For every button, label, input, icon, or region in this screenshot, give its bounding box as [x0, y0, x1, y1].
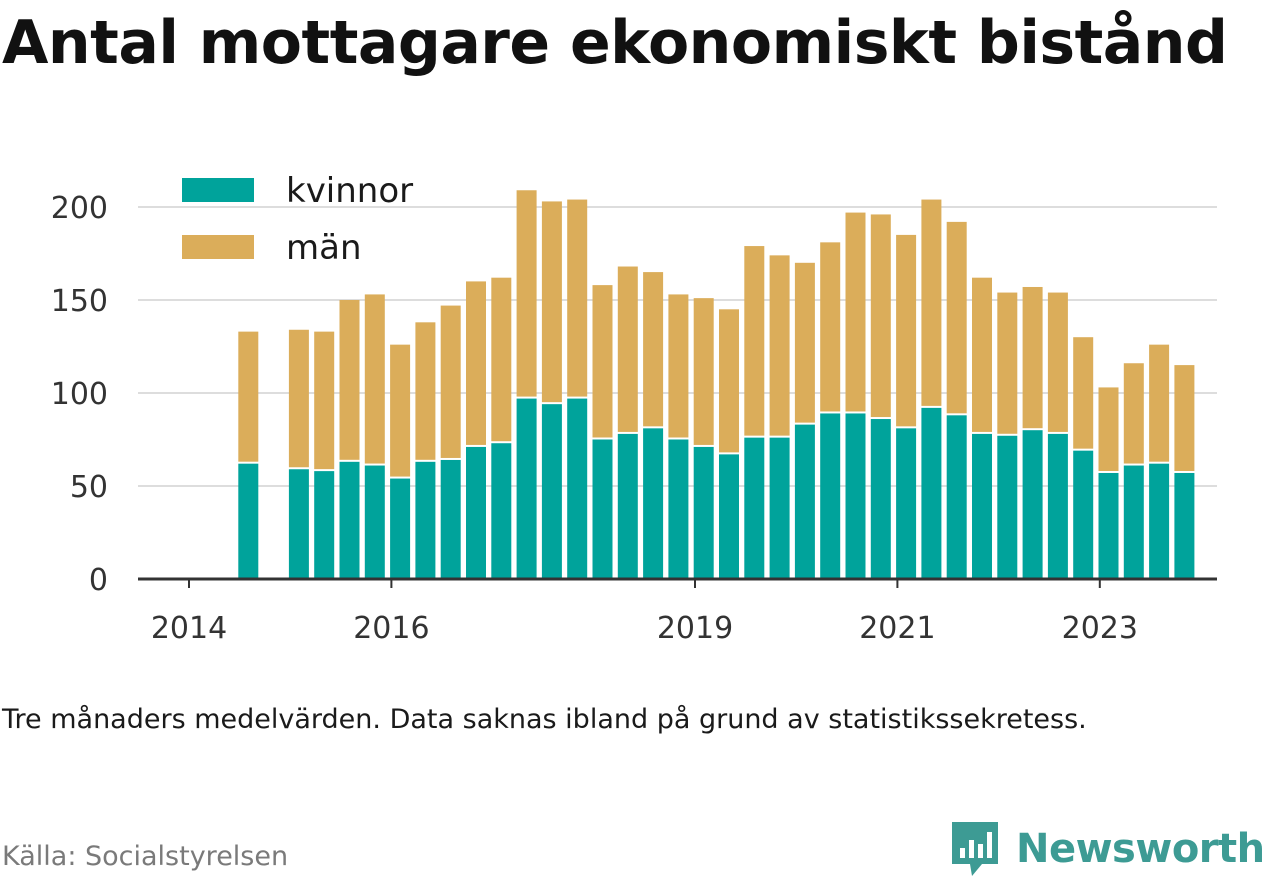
legend: kvinnor män	[182, 171, 413, 268]
bar-kvinnor	[1123, 465, 1144, 579]
bar-kvinnor	[820, 413, 841, 579]
y-tick-label: 200	[51, 191, 108, 226]
x-tick-label: 2014	[151, 611, 227, 646]
bar-kvinnor	[567, 398, 588, 579]
bar-man	[744, 246, 765, 436]
stacked-bar-chart: 0 50 100 150 200 2014 2016 2019 2021 2023 kvinnor…	[51, 171, 1217, 646]
bar-man	[668, 294, 689, 438]
bar-kvinnor	[693, 446, 714, 579]
bar-kvinnor	[592, 439, 613, 579]
source-text: Källa: Socialstyrelsen	[2, 841, 289, 872]
bar-man	[1123, 363, 1144, 464]
bar-man	[1149, 344, 1170, 462]
bar-man	[1098, 387, 1119, 471]
bar-kvinnor	[516, 398, 537, 579]
bar-kvinnor	[1047, 433, 1068, 579]
y-tick-label: 0	[89, 563, 108, 598]
bar-kvinnor	[491, 443, 512, 579]
bar-man	[516, 190, 537, 397]
bar-kvinnor	[364, 465, 385, 579]
bar-man	[415, 322, 436, 460]
brand-logo: Newsworthy	[950, 818, 1262, 880]
bar-man	[390, 344, 411, 477]
bar-kvinnor	[617, 433, 638, 579]
bar-kvinnor	[390, 478, 411, 579]
bar-man	[794, 262, 815, 423]
bar-man	[845, 212, 866, 412]
bar-man	[339, 300, 360, 460]
bar-man	[592, 285, 613, 438]
bar-man	[921, 199, 942, 406]
bar-man	[238, 331, 259, 462]
bar-kvinnor	[972, 433, 992, 579]
bar-man	[946, 221, 967, 414]
bar-man	[643, 272, 664, 427]
bar-man	[719, 309, 739, 453]
bar-man	[288, 329, 309, 468]
bar-kvinnor	[997, 435, 1018, 579]
bar-man	[491, 277, 512, 442]
bar-kvinnor	[668, 439, 689, 579]
bar-kvinnor	[870, 419, 891, 579]
y-tick-label: 150	[51, 284, 108, 319]
bar-man	[364, 294, 385, 464]
bar-kvinnor	[719, 454, 739, 579]
bar-kvinnor	[339, 461, 360, 579]
bar-man	[541, 201, 562, 403]
bar-man	[972, 277, 992, 432]
y-tick-label: 50	[70, 470, 108, 505]
legend-label: kvinnor	[286, 171, 413, 211]
bar-man	[769, 255, 790, 436]
bar-man	[1047, 292, 1068, 432]
x-tick-label: 2019	[657, 611, 733, 646]
bar-man	[1174, 365, 1195, 471]
bar-man	[440, 305, 461, 458]
bar-man	[567, 199, 588, 397]
axes: 0 50 100 150 200 2014 2016 2019 2021 2023	[51, 191, 1217, 646]
bar-kvinnor	[643, 428, 664, 579]
x-tick-label: 2021	[859, 611, 935, 646]
bar-man	[997, 292, 1018, 434]
bars	[238, 190, 1195, 579]
bar-man	[314, 331, 335, 470]
chart-note: Tre månaders medelvärden. Data saknas ib…	[2, 704, 1087, 735]
bar-kvinnor	[744, 437, 765, 579]
bar-kvinnor	[1098, 472, 1119, 579]
newsworthy-logo-icon	[952, 822, 998, 876]
bar-kvinnor	[946, 415, 967, 579]
x-tick-label: 2023	[1062, 611, 1138, 646]
bar-kvinnor	[1149, 463, 1170, 579]
bar-kvinnor	[440, 459, 461, 579]
bar-kvinnor	[238, 463, 259, 579]
bar-kvinnor	[466, 446, 486, 579]
legend-swatch	[182, 235, 254, 259]
bar-kvinnor	[921, 407, 942, 579]
bar-kvinnor	[769, 437, 790, 579]
bar-man	[1073, 337, 1094, 449]
legend-label: män	[286, 228, 362, 268]
chart-title: Antal mottagare ekonomiskt bistånd	[2, 8, 1228, 78]
bar-kvinnor	[541, 404, 562, 579]
x-tick-label: 2016	[353, 611, 429, 646]
brand-name: Newsworthy	[1016, 826, 1262, 872]
bar-kvinnor	[1022, 430, 1043, 579]
bar-man	[617, 266, 638, 432]
bar-kvinnor	[415, 461, 436, 579]
bar-man	[466, 281, 486, 445]
bar-man	[896, 234, 917, 427]
bar-kvinnor	[896, 428, 917, 579]
bar-kvinnor	[1174, 472, 1195, 579]
bar-man	[820, 242, 841, 412]
bar-kvinnor	[794, 424, 815, 579]
bar-man	[870, 214, 891, 418]
bar-kvinnor	[288, 469, 309, 579]
y-tick-label: 100	[51, 377, 108, 412]
bar-kvinnor	[845, 413, 866, 579]
bar-man	[693, 298, 714, 445]
bar-kvinnor	[1073, 450, 1094, 579]
legend-swatch	[182, 178, 254, 202]
bar-man	[1022, 286, 1043, 429]
bar-kvinnor	[314, 471, 335, 579]
